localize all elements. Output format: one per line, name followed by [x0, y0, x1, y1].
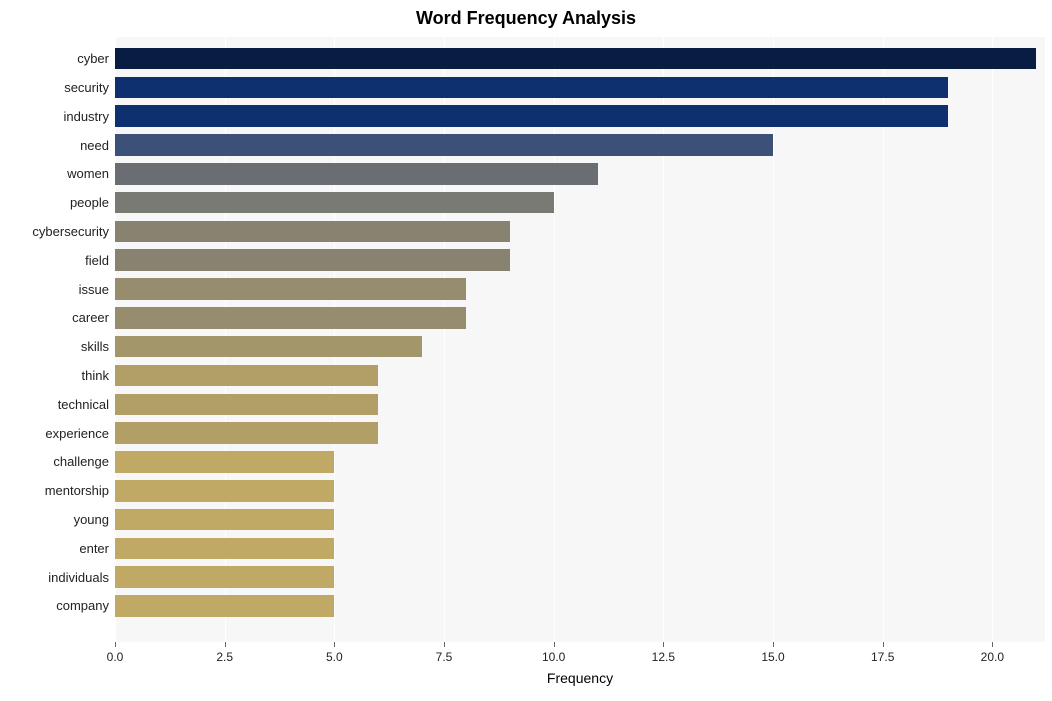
bar	[115, 221, 510, 243]
word-frequency-chart: Word Frequency Analysis Frequency 0.0 2.5…	[0, 0, 1052, 701]
grid-line	[663, 37, 664, 642]
y-tick-label: people	[70, 196, 109, 209]
grid-line	[444, 37, 445, 642]
x-tick	[883, 642, 884, 647]
bar	[115, 394, 378, 416]
bar	[115, 307, 466, 329]
bar	[115, 163, 598, 185]
x-tick-label: 0.0	[107, 650, 124, 664]
y-tick-label: young	[74, 513, 109, 526]
y-tick-label: cyber	[77, 52, 109, 65]
y-tick-label: company	[56, 599, 109, 612]
bar	[115, 451, 334, 473]
bar	[115, 480, 334, 502]
plot-area	[115, 37, 1045, 642]
y-tick-label: technical	[58, 398, 109, 411]
y-tick-label: skills	[81, 340, 109, 353]
bar	[115, 595, 334, 617]
bar	[115, 422, 378, 444]
y-tick-label: challenge	[53, 455, 109, 468]
x-tick-label: 5.0	[326, 650, 343, 664]
y-tick-label: think	[82, 369, 109, 382]
x-tick	[554, 642, 555, 647]
grid-line	[883, 37, 884, 642]
y-tick-label: mentorship	[45, 484, 109, 497]
bar	[115, 509, 334, 531]
x-tick-label: 7.5	[436, 650, 453, 664]
y-tick-label: industry	[63, 110, 109, 123]
bar	[115, 77, 948, 99]
x-tick-label: 12.5	[652, 650, 675, 664]
y-tick-label: field	[85, 254, 109, 267]
y-tick-label: career	[72, 311, 109, 324]
x-tick	[225, 642, 226, 647]
x-tick	[992, 642, 993, 647]
grid-line	[992, 37, 993, 642]
x-tick	[334, 642, 335, 647]
bar	[115, 336, 422, 358]
grid-line	[554, 37, 555, 642]
y-tick-label: need	[80, 139, 109, 152]
x-tick-label: 20.0	[981, 650, 1004, 664]
x-tick-label: 2.5	[216, 650, 233, 664]
y-tick-label: enter	[79, 542, 109, 555]
bar	[115, 566, 334, 588]
x-tick	[115, 642, 116, 647]
x-tick	[663, 642, 664, 647]
chart-title: Word Frequency Analysis	[0, 8, 1052, 29]
x-axis-label: Frequency	[547, 670, 613, 686]
y-tick-label: experience	[45, 427, 109, 440]
y-tick-label: security	[64, 81, 109, 94]
x-tick-label: 17.5	[871, 650, 894, 664]
x-tick	[773, 642, 774, 647]
bar	[115, 278, 466, 300]
y-tick-label: cybersecurity	[32, 225, 109, 238]
bar	[115, 105, 948, 127]
bar	[115, 538, 334, 560]
bar	[115, 48, 1036, 70]
y-tick-label: women	[67, 167, 109, 180]
x-tick-label: 15.0	[761, 650, 784, 664]
bar	[115, 249, 510, 271]
x-tick	[444, 642, 445, 647]
grid-line	[773, 37, 774, 642]
x-tick-label: 10.0	[542, 650, 565, 664]
y-tick-label: issue	[79, 283, 109, 296]
bar	[115, 134, 773, 156]
y-tick-label: individuals	[48, 571, 109, 584]
bar	[115, 365, 378, 387]
bar	[115, 192, 554, 214]
